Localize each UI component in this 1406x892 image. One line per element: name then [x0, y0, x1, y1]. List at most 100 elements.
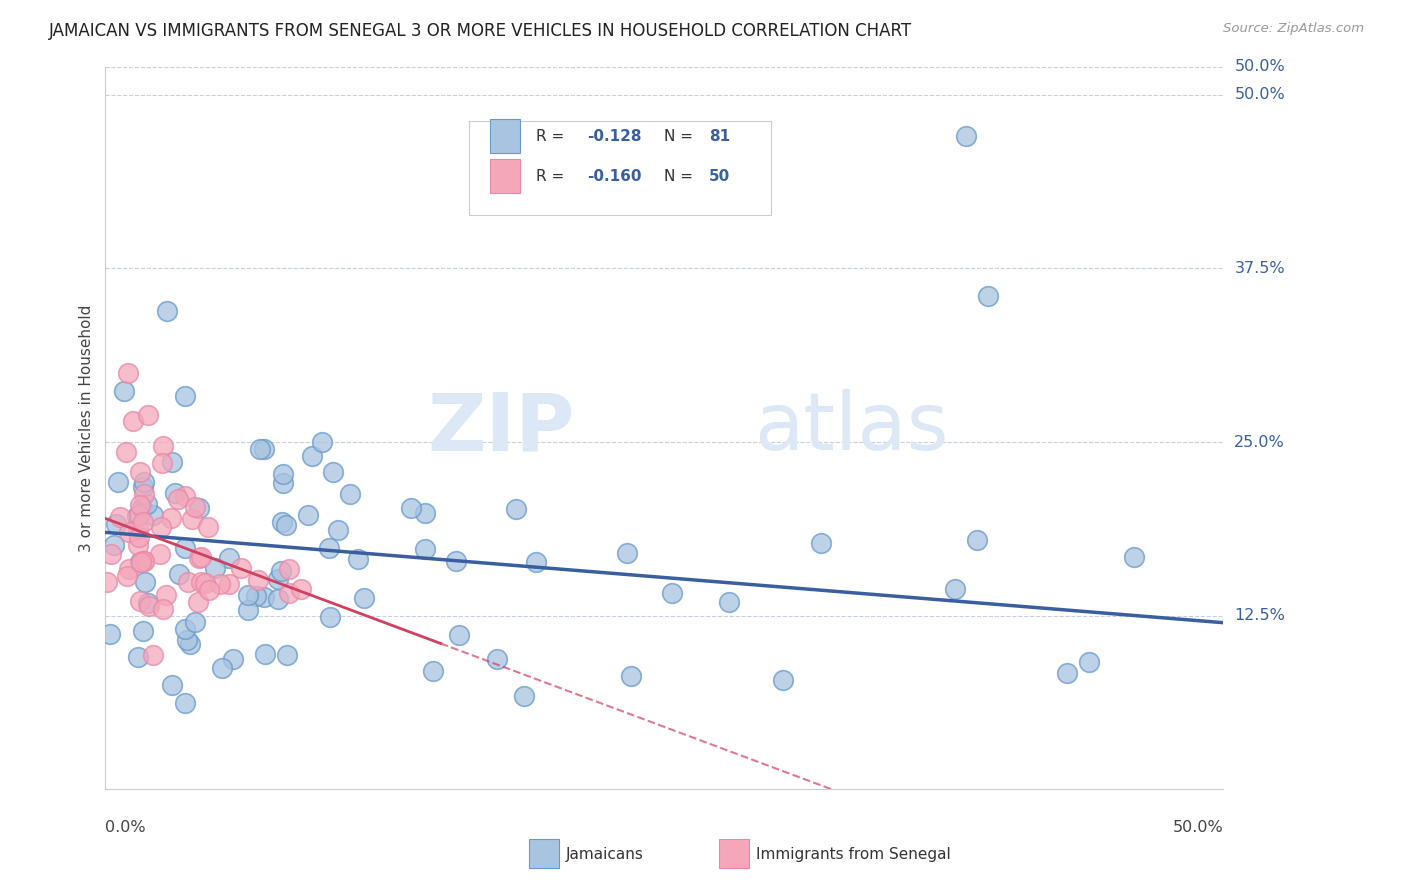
Point — [399, 501, 422, 516]
Point — [117, 366, 139, 380]
Text: 50.0%: 50.0% — [1234, 87, 1285, 103]
Point — [173, 622, 195, 636]
Point — [174, 489, 197, 503]
Point — [253, 647, 276, 661]
Point — [136, 497, 159, 511]
Point — [318, 541, 340, 556]
Point — [204, 561, 226, 575]
Point — [222, 651, 245, 665]
Text: N =: N = — [665, 128, 699, 144]
Point — [347, 552, 370, 566]
Text: 50.0%: 50.0% — [1173, 820, 1223, 835]
Point — [149, 519, 172, 533]
Point — [211, 661, 233, 675]
Point — [238, 603, 260, 617]
Point — [121, 414, 143, 428]
Point — [413, 506, 436, 520]
Point — [160, 510, 183, 524]
Point — [108, 509, 131, 524]
Point — [187, 595, 209, 609]
Point — [353, 591, 375, 605]
Text: 50.0%: 50.0% — [1234, 60, 1285, 74]
Point — [311, 435, 333, 450]
Point — [156, 304, 179, 318]
Point — [270, 564, 292, 578]
Point — [188, 500, 211, 515]
Point — [620, 669, 643, 683]
Text: Immigrants from Senegal: Immigrants from Senegal — [756, 847, 950, 862]
Point — [209, 577, 232, 591]
Point — [188, 550, 211, 565]
Point — [271, 467, 294, 481]
Point — [505, 501, 527, 516]
Point — [155, 588, 177, 602]
FancyBboxPatch shape — [718, 839, 749, 868]
Point — [943, 582, 966, 596]
Point — [162, 678, 184, 692]
Point — [132, 480, 155, 494]
Point — [142, 648, 165, 662]
Point — [339, 487, 361, 501]
Point — [115, 445, 138, 459]
Point — [276, 517, 298, 532]
Point — [267, 573, 290, 587]
Point — [179, 637, 201, 651]
Point — [150, 457, 173, 471]
Point — [177, 574, 200, 589]
Point — [96, 575, 118, 590]
Point — [486, 651, 509, 665]
Point — [297, 508, 319, 523]
Point — [772, 673, 794, 687]
Text: R =: R = — [536, 169, 569, 184]
Point — [127, 538, 149, 552]
Point — [118, 525, 141, 540]
Point — [276, 648, 298, 663]
Point — [107, 475, 129, 490]
Point — [301, 449, 323, 463]
Point — [117, 562, 139, 576]
Point — [132, 554, 155, 568]
Point — [190, 575, 212, 590]
Text: 25.0%: 25.0% — [1234, 434, 1285, 450]
Point — [176, 632, 198, 647]
Point — [173, 389, 195, 403]
Point — [229, 560, 252, 574]
Point — [238, 588, 260, 602]
Point — [197, 582, 219, 597]
Point — [132, 487, 155, 501]
Text: 0.0%: 0.0% — [105, 820, 146, 835]
Point — [127, 522, 149, 536]
Point — [127, 650, 149, 665]
Point — [128, 530, 150, 544]
Point — [128, 555, 150, 569]
Point — [103, 538, 125, 552]
Text: 12.5%: 12.5% — [1234, 608, 1285, 624]
Point — [1056, 666, 1078, 681]
Point — [249, 442, 271, 456]
Point — [444, 554, 467, 568]
Point — [184, 615, 207, 629]
Point — [513, 689, 536, 703]
Point — [112, 384, 135, 398]
Point — [129, 555, 152, 569]
Point — [271, 515, 294, 529]
Point — [132, 475, 155, 490]
Point — [616, 546, 638, 560]
Text: -0.128: -0.128 — [588, 128, 641, 144]
Point — [717, 594, 740, 608]
Point — [447, 628, 470, 642]
Point — [413, 541, 436, 556]
Point — [152, 439, 174, 453]
Point — [166, 492, 188, 507]
Text: atlas: atlas — [754, 389, 948, 467]
Point — [128, 498, 150, 512]
FancyBboxPatch shape — [489, 120, 520, 153]
Point — [105, 517, 128, 532]
Text: 37.5%: 37.5% — [1234, 260, 1285, 276]
Text: ZIP: ZIP — [427, 389, 575, 467]
Point — [129, 594, 152, 608]
Text: Jamaicans: Jamaicans — [567, 847, 644, 862]
Point — [190, 550, 212, 565]
Point — [661, 586, 683, 600]
Point — [278, 585, 301, 599]
